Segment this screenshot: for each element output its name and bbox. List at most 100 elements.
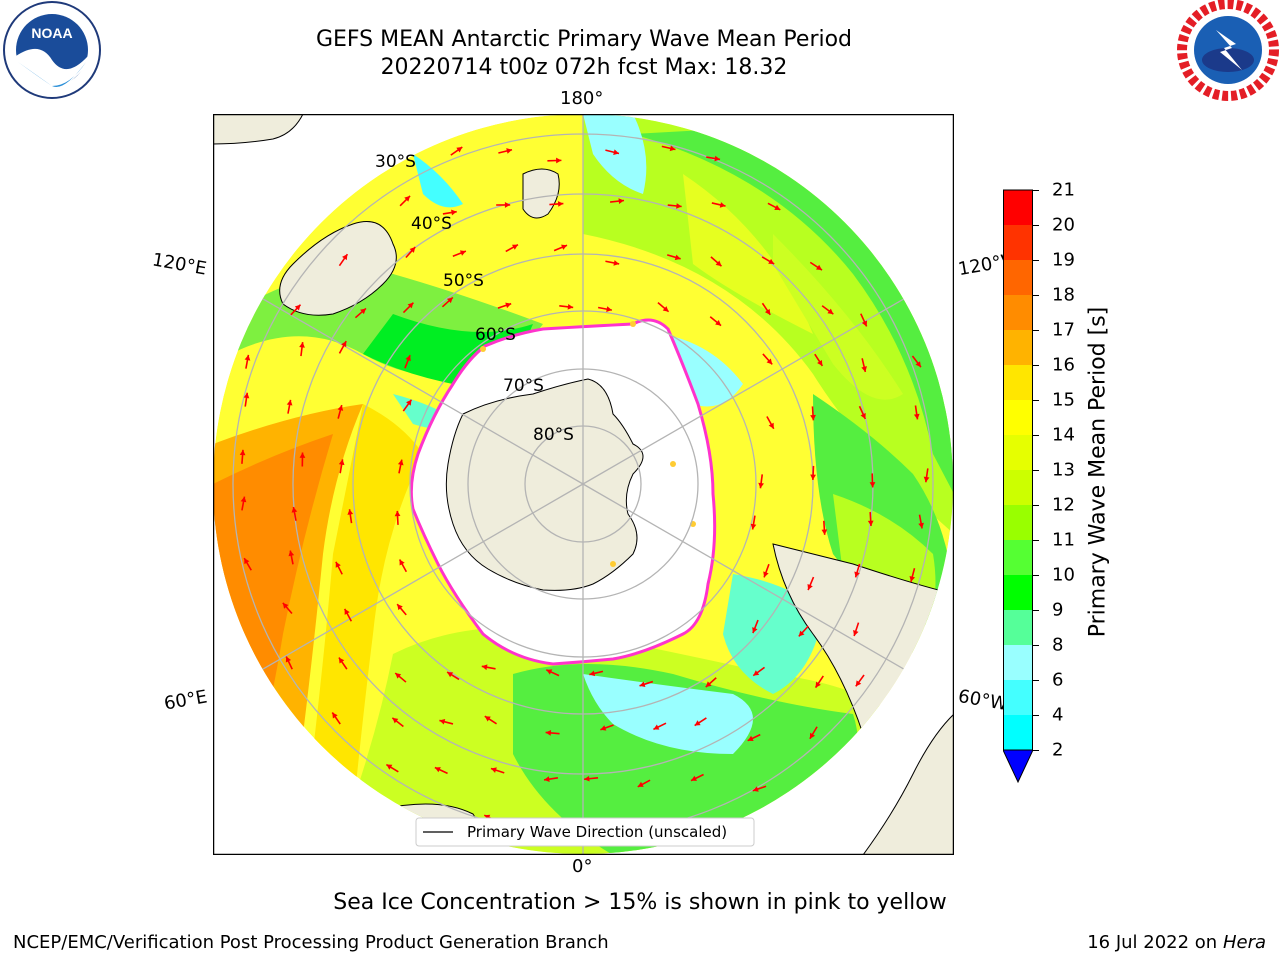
- wave-arrow-head: [341, 341, 347, 348]
- colorbar-band: [1003, 330, 1033, 366]
- footer-date-text: 16 Jul 2022 on: [1087, 932, 1223, 953]
- wave-arrow-head: [446, 297, 453, 304]
- wave-arrow-head: [285, 656, 292, 663]
- wave-arrow-head: [639, 681, 646, 687]
- noaa-logo-text: NOAA: [31, 25, 72, 41]
- wave-arrow-head: [747, 735, 754, 741]
- wave-arrow-head: [481, 664, 488, 671]
- wave-arrow-head: [752, 627, 758, 634]
- wave-arrow-head: [715, 320, 722, 326]
- colorbar-tick-label: 2: [1052, 739, 1064, 761]
- wave-arrow-head: [288, 550, 295, 557]
- wave-arrow-head: [244, 354, 251, 361]
- wave-arrow-head: [434, 767, 441, 773]
- wave-arrow-head: [544, 776, 550, 782]
- wave-arrow-head: [774, 204, 781, 210]
- wave-arrow-head: [869, 482, 876, 488]
- colorbar-tick-mark: [1033, 645, 1039, 646]
- wave-arrow-head: [613, 149, 619, 156]
- colorbar-tick-mark: [1033, 435, 1039, 436]
- colorbar-tick-label: 16: [1052, 354, 1075, 376]
- wave-arrow-head: [386, 764, 393, 770]
- wave-arrow-head: [669, 145, 676, 152]
- wave-arrow-head: [853, 630, 859, 636]
- colorbar-tick-mark: [1033, 225, 1039, 226]
- wave-arrow-head: [299, 342, 305, 348]
- colorbar-tick-mark: [1033, 540, 1039, 541]
- wave-arrow-head: [923, 476, 930, 483]
- colorbar-tick-mark: [1033, 190, 1039, 191]
- colorbar-tick-mark: [1033, 295, 1039, 296]
- colorbar-band: [1003, 400, 1033, 436]
- colorbar-tick-label: 12: [1052, 494, 1075, 516]
- wave-arrow-head: [637, 781, 644, 787]
- wave-arrow-head: [404, 195, 411, 202]
- wave-arrow-head: [294, 304, 301, 311]
- wave-arrow-head: [860, 412, 866, 419]
- colorbar-tick-label: 4: [1052, 704, 1064, 726]
- chart-title: GEFS MEAN Antarctic Primary Wave Mean Pe…: [316, 26, 852, 82]
- title-line-1: GEFS MEAN Antarctic Primary Wave Mean Pe…: [315, 27, 853, 52]
- antarctica: [445, 378, 644, 591]
- wave-arrow-head: [556, 157, 562, 164]
- wave-arrow-head: [821, 529, 828, 535]
- wave-arrow-head: [286, 399, 293, 406]
- colorbar-tick-label: 19: [1052, 249, 1075, 271]
- wave-arrow-head: [764, 308, 771, 315]
- wave-arrow-head: [763, 571, 769, 578]
- wave-arrow-head: [394, 510, 401, 517]
- noaa-logo: NOAA: [3, 1, 101, 99]
- wave-arrow-head: [690, 775, 697, 781]
- wave-arrow-head: [347, 509, 354, 515]
- colorbar-tick-label: 17: [1052, 319, 1075, 341]
- wave-arrow-head: [766, 358, 773, 365]
- colorbar-label: Primary Wave Mean Period [s]: [1085, 306, 1111, 638]
- colorbar-band: [1003, 435, 1033, 471]
- wave-arrow-head: [750, 523, 757, 530]
- colorbar-tick-label: 6: [1052, 669, 1064, 691]
- wave-arrow-head: [606, 306, 612, 312]
- colorbar-band: [1003, 260, 1033, 296]
- colorbar-band: [1003, 225, 1033, 261]
- wave-arrow-head: [545, 730, 552, 736]
- wave-arrow-head: [589, 670, 596, 677]
- lon-label-60w: 60°W: [956, 685, 1010, 716]
- wave-arrow-head: [768, 258, 775, 264]
- map-panel: 30°S 40°S 50°S 60°S 70°S 80°S Primary Wa…: [212, 113, 955, 856]
- wave-arrow-head: [239, 449, 246, 456]
- colorbar-tick-mark: [1033, 400, 1039, 401]
- wave-arrow-head: [505, 302, 512, 309]
- wave-arrow-head: [342, 254, 348, 261]
- lat-label-40s: 40°S: [411, 214, 452, 234]
- wave-arrow-head: [807, 584, 813, 591]
- colorbar-tick-label: 8: [1052, 634, 1064, 656]
- wave-arrow-head: [546, 669, 553, 675]
- colorbar-tick-label: 11: [1052, 529, 1075, 551]
- wave-arrow-head: [282, 602, 289, 609]
- colorbar-band: [1003, 295, 1033, 331]
- wave-arrow-head: [291, 506, 298, 513]
- wave-arrow-head: [397, 604, 403, 611]
- wave-arrow-head: [344, 608, 350, 615]
- wave-arrow-head: [758, 482, 764, 489]
- wave-arrow-head: [714, 155, 721, 162]
- colorbar-band: [1003, 575, 1033, 611]
- wave-arrow-head: [913, 413, 920, 420]
- wave-arrow-head: [484, 716, 491, 722]
- wave-arrow-head: [867, 520, 874, 527]
- wave-arrow-head: [816, 264, 822, 271]
- lat-label-60s: 60°S: [475, 325, 516, 345]
- colorbar-tick-label: 13: [1052, 459, 1075, 481]
- wave-arrow-head: [456, 147, 463, 153]
- colorbar-band: [1003, 365, 1033, 401]
- lon-label-60e: 60°E: [162, 686, 209, 715]
- colorbar-band: [1003, 715, 1033, 751]
- wave-arrow-head: [299, 452, 306, 458]
- wave-arrow-head: [584, 775, 590, 782]
- colorbar-tick-mark: [1033, 330, 1039, 331]
- wave-arrow-head: [338, 459, 345, 466]
- legend-label: Primary Wave Direction (unscaled): [467, 823, 727, 841]
- wave-arrow-head: [395, 673, 402, 679]
- wave-arrow-head: [335, 561, 341, 568]
- wave-arrow-head: [613, 260, 620, 266]
